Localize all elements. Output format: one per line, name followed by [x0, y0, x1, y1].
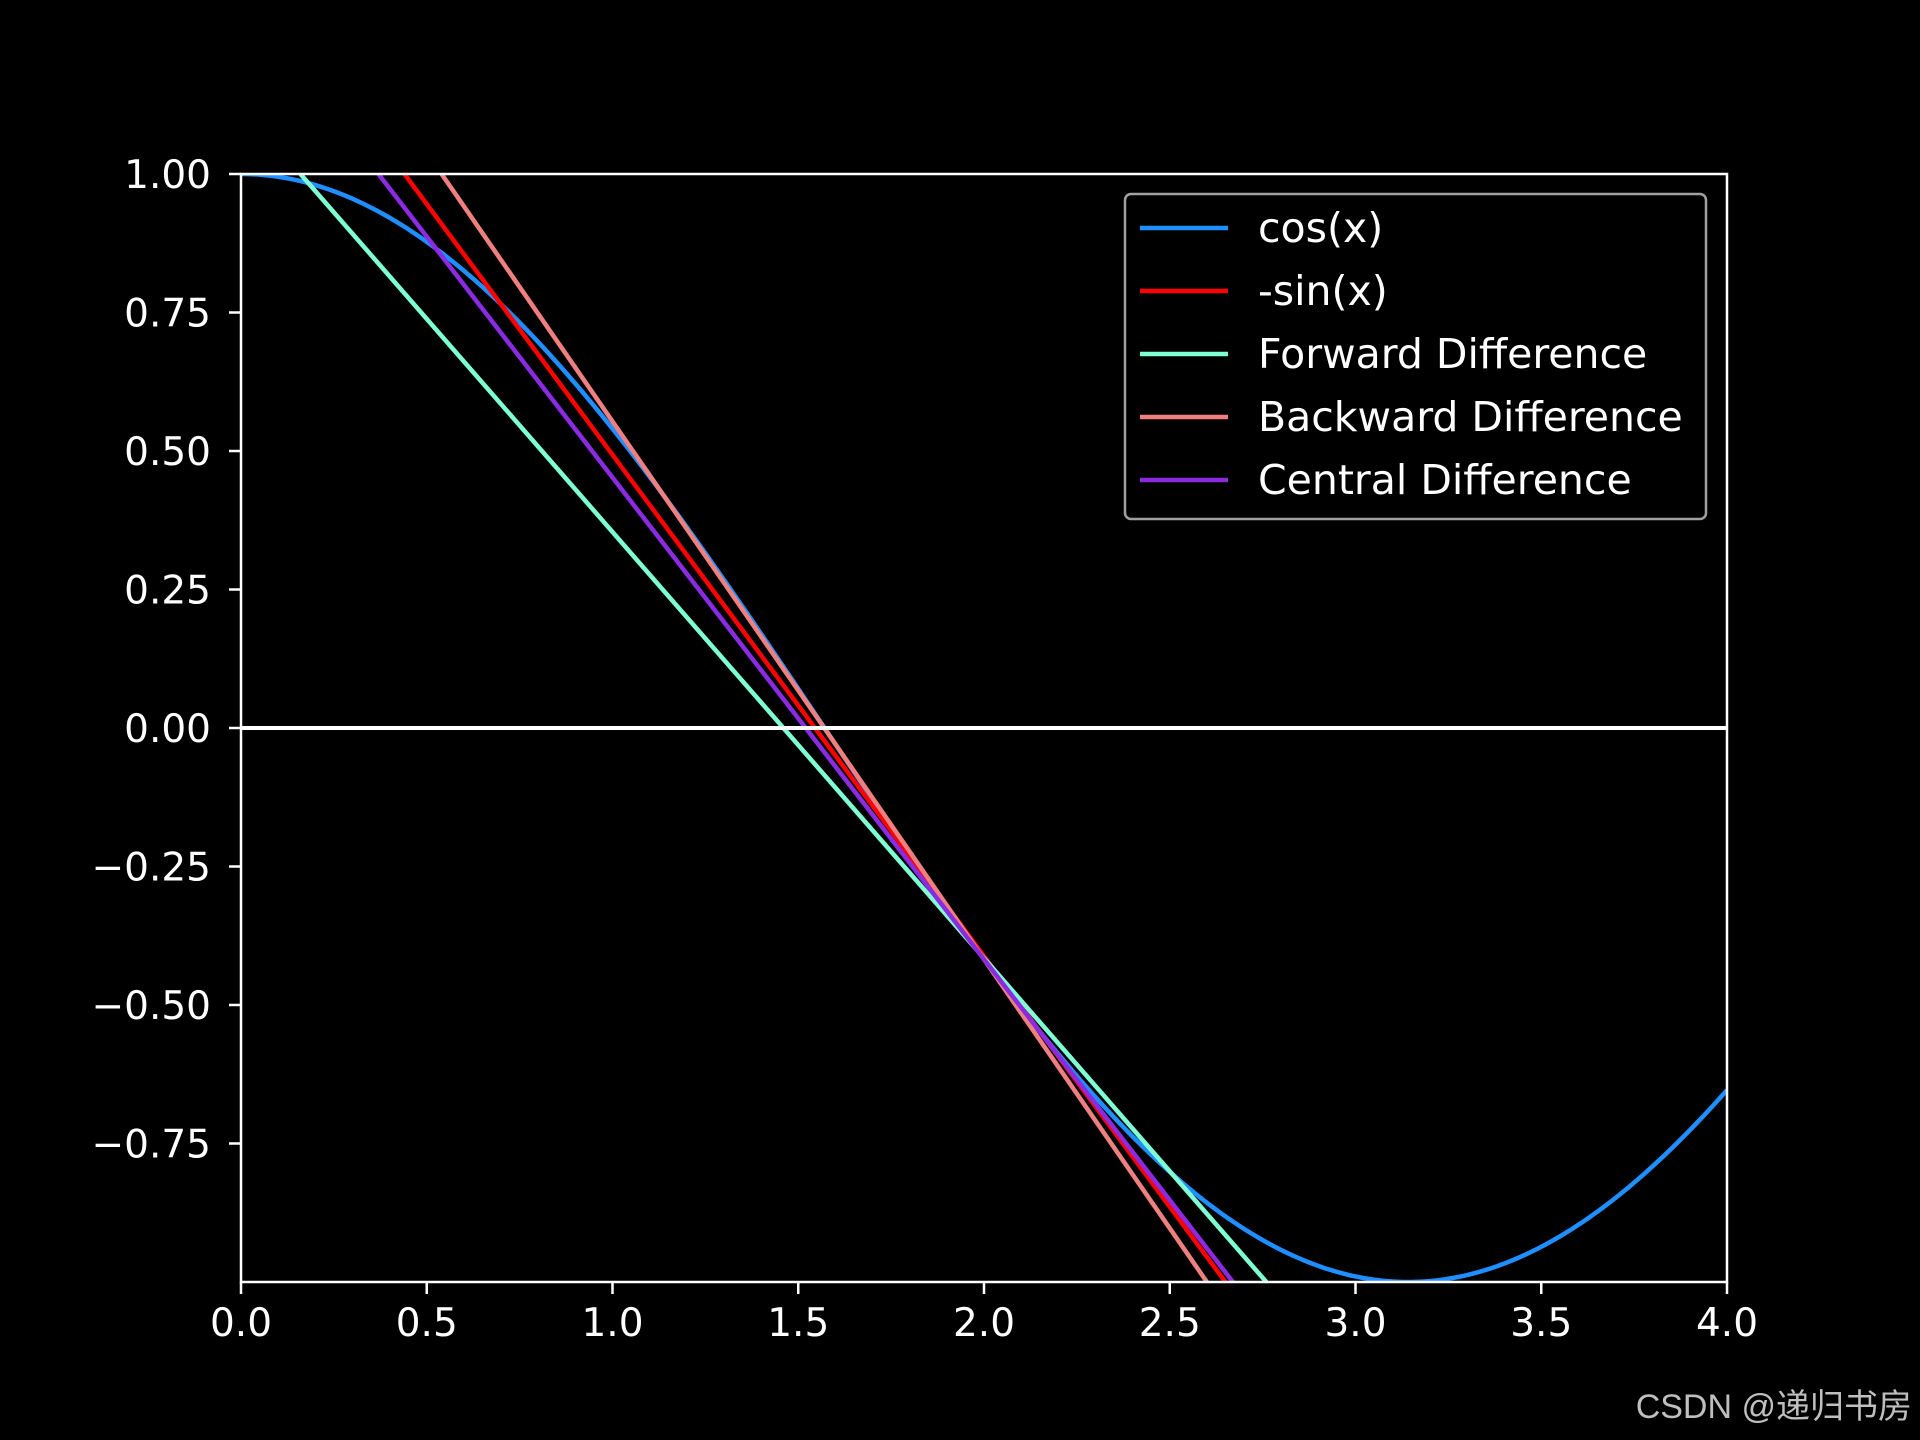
y-tick-label: 1.00 — [124, 153, 211, 198]
y-tick-label: 0.00 — [124, 707, 211, 752]
y-tick-label: 0.25 — [124, 569, 211, 614]
legend-frame — [1123, 192, 1708, 521]
y-tick-label: −0.75 — [91, 1123, 211, 1168]
x-tick-label: 1.0 — [581, 1301, 643, 1346]
x-tick-label: 4.0 — [1696, 1301, 1758, 1346]
watermark-text: CSDN @递归书房 — [1636, 1388, 1912, 1426]
axis-ticks: 0.0 0.5 1.0 1.5 2.0 2.5 3.0 3.5 4.0 1.00 0.75 0.50 0… — [91, 153, 1758, 1346]
y-tick-label: −0.50 — [91, 984, 211, 1029]
x-tick-label: 1.5 — [767, 1301, 829, 1346]
x-tick-label: 2.0 — [953, 1301, 1015, 1346]
y-tick-label: −0.25 — [91, 846, 211, 891]
y-tick-label: 0.50 — [124, 430, 211, 475]
legend: cos(x) -sin(x) Forward Difference Backward … — [1123, 192, 1708, 521]
legend-label-central-difference: Central Difference — [1258, 456, 1632, 504]
x-tick-label: 0.5 — [396, 1301, 458, 1346]
legend-label-cos-x: cos(x) — [1258, 204, 1383, 252]
legend-label-backward-difference: Backward Difference — [1258, 393, 1683, 441]
legend-label-forward-difference: Forward Difference — [1258, 330, 1647, 378]
legend-label-sin-x: -sin(x) — [1258, 267, 1388, 315]
x-tick-label: 0.0 — [210, 1301, 272, 1346]
x-tick-label: 3.5 — [1510, 1301, 1572, 1346]
x-tick-label: 2.5 — [1139, 1301, 1201, 1346]
x-tick-label: 3.0 — [1324, 1301, 1386, 1346]
y-tick-label: 0.75 — [124, 292, 211, 337]
